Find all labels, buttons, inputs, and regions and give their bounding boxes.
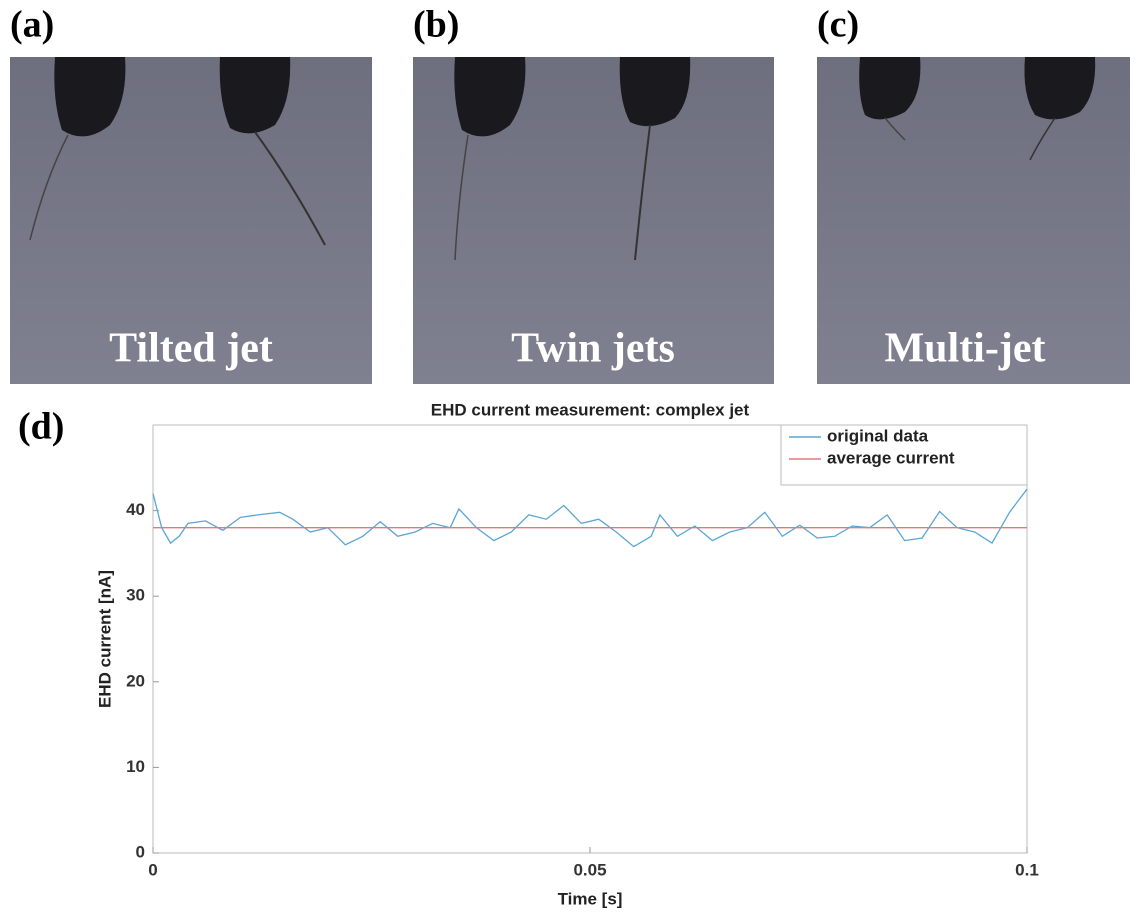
plot-frame bbox=[152, 424, 1028, 854]
y-tick-label: 10 bbox=[126, 757, 145, 776]
panel-label: (b) bbox=[413, 4, 459, 46]
panel-label: (d) bbox=[18, 406, 64, 448]
photo-caption: Twin jets bbox=[511, 326, 675, 372]
photo-c bbox=[817, 57, 1130, 384]
panel-label: (c) bbox=[817, 4, 859, 46]
y-tick-label: 0 bbox=[136, 842, 145, 861]
x-axis-label: Time [s] bbox=[558, 889, 623, 908]
photo-a bbox=[10, 57, 372, 384]
panel-label: (a) bbox=[10, 4, 54, 46]
photo-b bbox=[413, 57, 774, 384]
y-tick-label: 20 bbox=[126, 671, 145, 690]
x-tick-label: 0.1 bbox=[1015, 860, 1039, 879]
photo-caption: Multi-jet bbox=[885, 326, 1046, 372]
x-tick-label: 0 bbox=[148, 860, 157, 879]
x-tick-label: 0.05 bbox=[573, 860, 606, 879]
photo-caption: Tilted jet bbox=[109, 326, 273, 372]
y-tick-label: 30 bbox=[126, 586, 145, 605]
legend-label: original data bbox=[827, 426, 929, 445]
legend-box bbox=[780, 424, 1028, 486]
legend-label: average current bbox=[827, 448, 955, 467]
chart-title: EHD current measurement: complex jet bbox=[431, 400, 750, 419]
y-tick-label: 40 bbox=[126, 500, 145, 519]
data-line bbox=[152, 488, 1028, 548]
y-axis-label: EHD current [nA] bbox=[95, 570, 114, 708]
